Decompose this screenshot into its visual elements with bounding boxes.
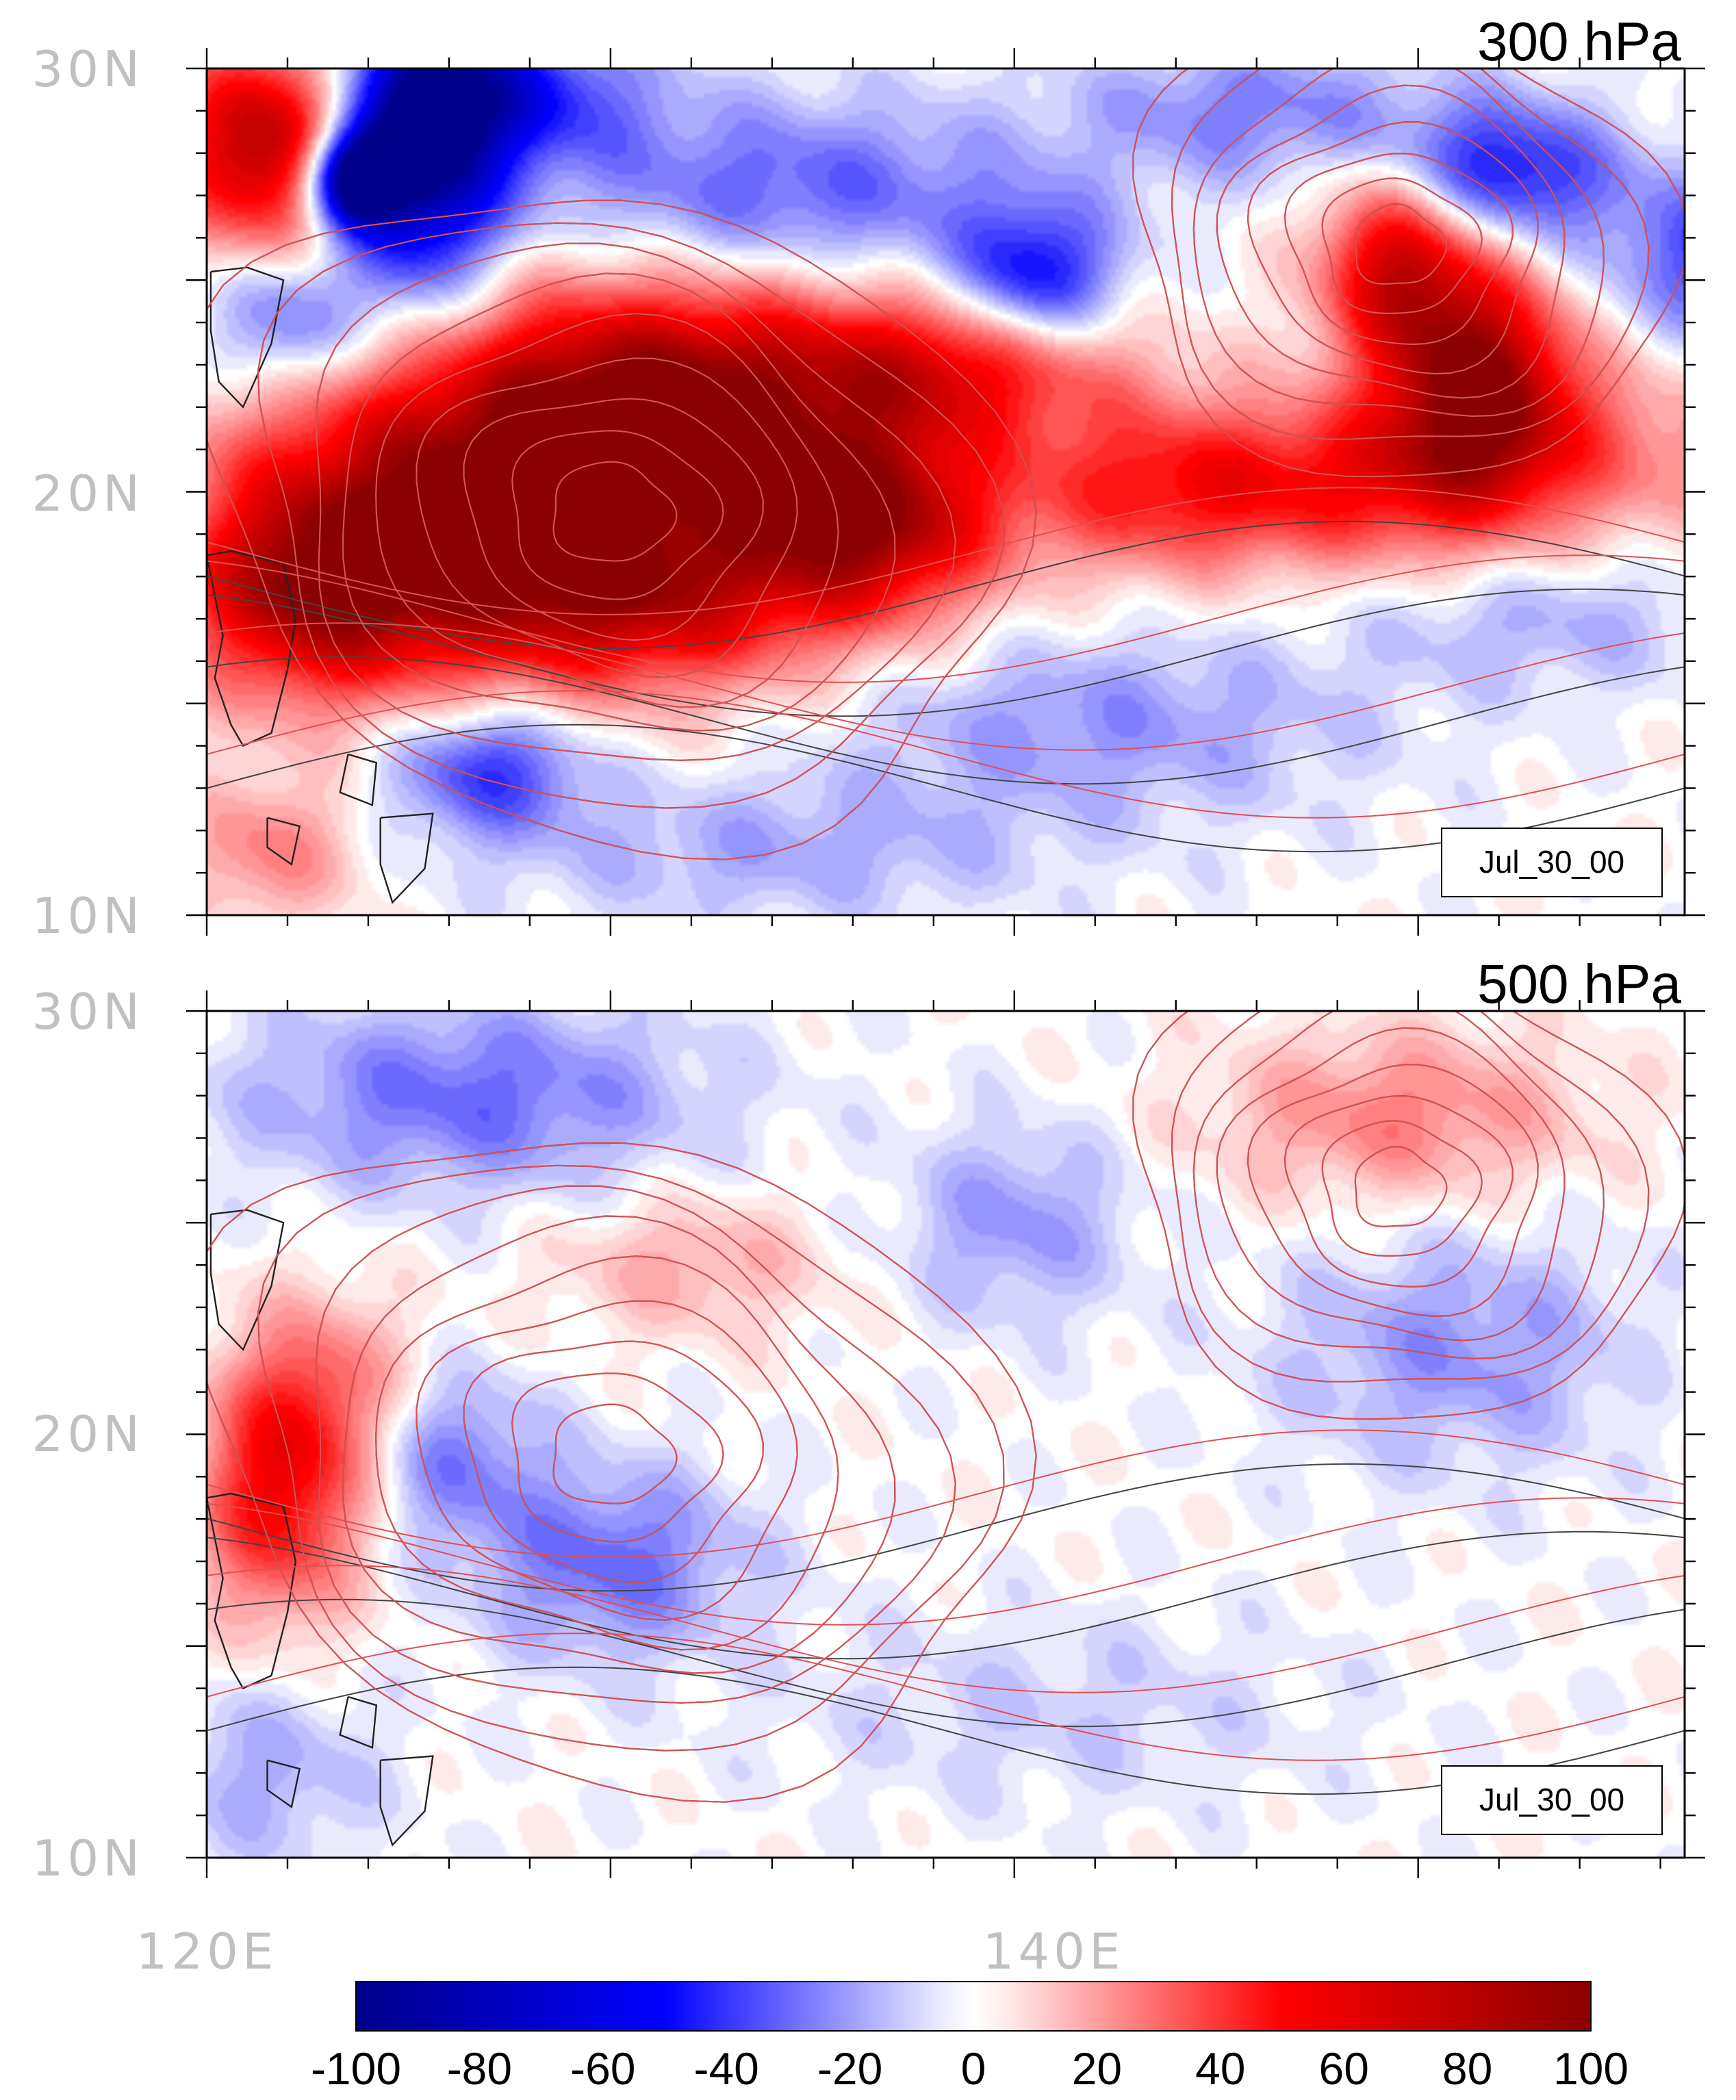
red-contour [1247, 121, 1539, 375]
coastline-segment [209, 1209, 285, 1351]
coastline-segment [209, 266, 285, 409]
black-isoline [207, 1531, 1685, 1660]
panel-title-300hpa: 300 hPa [1477, 11, 1682, 72]
ticks-500hpa [186, 990, 1705, 1878]
black-isoline [207, 1666, 1685, 1795]
red-contour [511, 1372, 724, 1543]
lon-label-120e: 120E [136, 1923, 278, 1980]
red-contour [1132, 1011, 1685, 1420]
time-box-300hpa: Jul_30_00 [1441, 828, 1663, 897]
red-contour [1171, 1011, 1650, 1383]
red-contour [1192, 1011, 1605, 1360]
red-contour [257, 222, 1005, 809]
colorbar-tick-label: -100 [311, 2043, 401, 2094]
black-isoline [207, 656, 1685, 785]
colorbar-tick-label: 20 [1072, 2043, 1122, 2094]
red-contour [1284, 1095, 1514, 1288]
colorbar-tick-label: 0 [961, 2043, 986, 2094]
colorbar-tick-label: 80 [1442, 2043, 1492, 2094]
panel-500hpa: 500 hPa Jul_30_00 30N 20N 10N [32, 953, 1705, 1887]
red-contour [207, 199, 1037, 860]
coastline-segment [266, 817, 301, 866]
coastline-300hpa [207, 266, 434, 904]
contours-300hpa [207, 68, 1685, 860]
panel-title-500hpa: 500 hPa [1477, 953, 1682, 1014]
red-contour [1284, 153, 1514, 346]
red-contour [1216, 1027, 1566, 1342]
red-isoline [207, 1429, 1685, 1558]
red-contour [1192, 68, 1605, 418]
red-contour [1216, 84, 1566, 399]
lat-label-20n-bottom: 20N [32, 1405, 144, 1463]
red-contour [375, 313, 839, 708]
coastline-segment [207, 550, 297, 747]
colorbar-tick-labels: -100 -80 -60 -40 -20 0 20 40 60 80 100 [311, 2043, 1629, 2094]
red-contour [552, 461, 678, 562]
colorbar-tick-label: -40 [694, 2043, 759, 2094]
red-contour [1132, 68, 1685, 478]
red-contour [416, 1300, 798, 1621]
red-contour [375, 1255, 839, 1651]
black-isoline [207, 588, 1685, 717]
lon-label-140e: 140E [983, 1923, 1125, 1980]
coastline-segment [339, 753, 378, 806]
coastline-segment [379, 812, 434, 904]
black-isoline [207, 1598, 1685, 1728]
black-isoline [207, 520, 1685, 650]
colorbar: -100 -80 -60 -40 -20 0 20 40 60 80 100 [311, 1981, 1629, 2094]
time-box-500hpa: Jul_30_00 [1441, 1765, 1663, 1835]
red-isoline [207, 1497, 1685, 1626]
red-contour [552, 1403, 678, 1504]
red-contour [257, 1164, 1005, 1752]
red-isoline [207, 690, 1685, 819]
red-contour [315, 242, 956, 761]
colorbar-tick-label: -80 [447, 2043, 512, 2094]
red-contour [1171, 68, 1650, 440]
red-contour [1247, 1064, 1539, 1318]
time-label-300hpa: Jul_30_00 [1479, 844, 1624, 880]
red-contour [1321, 177, 1483, 314]
colorbar-tick-label: -20 [817, 2043, 882, 2094]
red-contour [1321, 1120, 1483, 1257]
colorbar-tick-label: 100 [1553, 2043, 1629, 2094]
red-contour [511, 430, 724, 600]
colorbar-tick-label: -60 [570, 2043, 635, 2094]
red-isoline [207, 622, 1685, 751]
red-contour [463, 1340, 764, 1584]
coastline-segment [379, 1755, 434, 1847]
coastline-500hpa [207, 1209, 434, 1847]
red-isoline [207, 487, 1685, 615]
red-isoline [207, 1632, 1685, 1761]
red-contour [463, 398, 764, 641]
coastline-segment [266, 1759, 301, 1808]
black-isoline [207, 1463, 1685, 1592]
red-contour [1354, 1146, 1448, 1227]
time-label-500hpa: Jul_30_00 [1479, 1782, 1624, 1817]
lat-label-30n-top: 30N [32, 40, 144, 98]
ticks-300hpa [186, 48, 1705, 936]
lat-label-20n-top: 20N [32, 465, 144, 522]
coastline-segment [339, 1695, 378, 1749]
black-isoline [207, 724, 1685, 853]
red-contour [416, 357, 798, 678]
red-contour [1354, 203, 1448, 285]
red-contour [315, 1185, 956, 1704]
lat-label-10n-bottom: 10N [32, 1830, 144, 1887]
lat-label-10n-top: 10N [32, 887, 144, 945]
colorbar-tick-label: 60 [1318, 2043, 1368, 2094]
panel-300hpa: 300 hPa Jul_30_00 30N 20N 10N [32, 11, 1705, 945]
red-isoline [207, 554, 1685, 683]
colorbar-tick-label: 40 [1195, 2043, 1245, 2094]
colorbar-ramp [355, 1981, 1592, 2032]
lat-label-30n-bottom: 30N [32, 983, 144, 1040]
coastline-segment [207, 1492, 297, 1690]
red-contour [207, 1142, 1037, 1803]
contours-500hpa [207, 1011, 1685, 1803]
red-isoline [207, 1565, 1685, 1693]
